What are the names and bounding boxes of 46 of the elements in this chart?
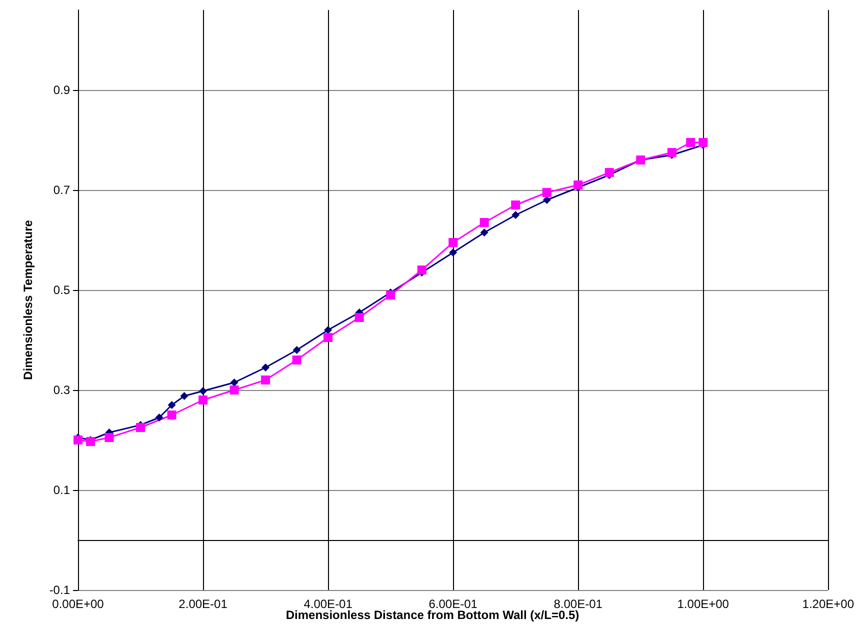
point xyxy=(292,356,302,364)
y-tick-label: 0.9 xyxy=(53,83,70,97)
y-tick-label: 0.1 xyxy=(53,483,70,497)
x-tick-label: 8.00E-01 xyxy=(554,597,603,611)
point xyxy=(155,414,164,422)
x-axis-title: Dimensionless Distance from Bottom Wall (x/L=0.5) xyxy=(286,608,580,622)
point xyxy=(449,248,458,256)
point xyxy=(417,266,426,274)
point xyxy=(261,376,270,384)
y-tick-label: 0.5 xyxy=(53,283,70,297)
point xyxy=(324,326,332,334)
point xyxy=(542,196,551,204)
point xyxy=(198,396,208,404)
point xyxy=(74,436,82,444)
x-tick-label: 4.00E-01 xyxy=(304,597,353,611)
point xyxy=(136,423,146,432)
x-tick-label: 1.20E+00 xyxy=(802,597,854,611)
point xyxy=(292,346,301,354)
point xyxy=(448,238,458,247)
point xyxy=(512,211,520,219)
x-tick-label: 1.00E+00 xyxy=(677,597,730,611)
point xyxy=(168,401,176,409)
point xyxy=(604,168,614,177)
x-tick-label: 2.00E-01 xyxy=(178,597,228,611)
point xyxy=(480,228,488,236)
point xyxy=(230,378,238,386)
point xyxy=(542,188,552,197)
point xyxy=(686,138,696,147)
y-tick-label: 0.3 xyxy=(53,383,70,397)
point xyxy=(104,433,114,442)
x-tick-label: 0.00E+00 xyxy=(52,597,104,611)
point xyxy=(480,218,489,227)
y-axis-title: Dimensionless Temperature xyxy=(21,220,35,380)
point xyxy=(230,386,239,394)
point xyxy=(354,313,364,322)
y-tick-label: 0.7 xyxy=(53,183,70,197)
point xyxy=(667,148,676,157)
point xyxy=(324,333,333,342)
point xyxy=(386,290,396,300)
point xyxy=(167,410,176,420)
y-tick-label: -0.1 xyxy=(49,583,70,597)
point xyxy=(180,392,188,400)
point xyxy=(511,200,520,210)
point xyxy=(199,387,208,395)
point xyxy=(262,364,270,372)
x-tick-label: 6.00E-01 xyxy=(428,597,478,611)
